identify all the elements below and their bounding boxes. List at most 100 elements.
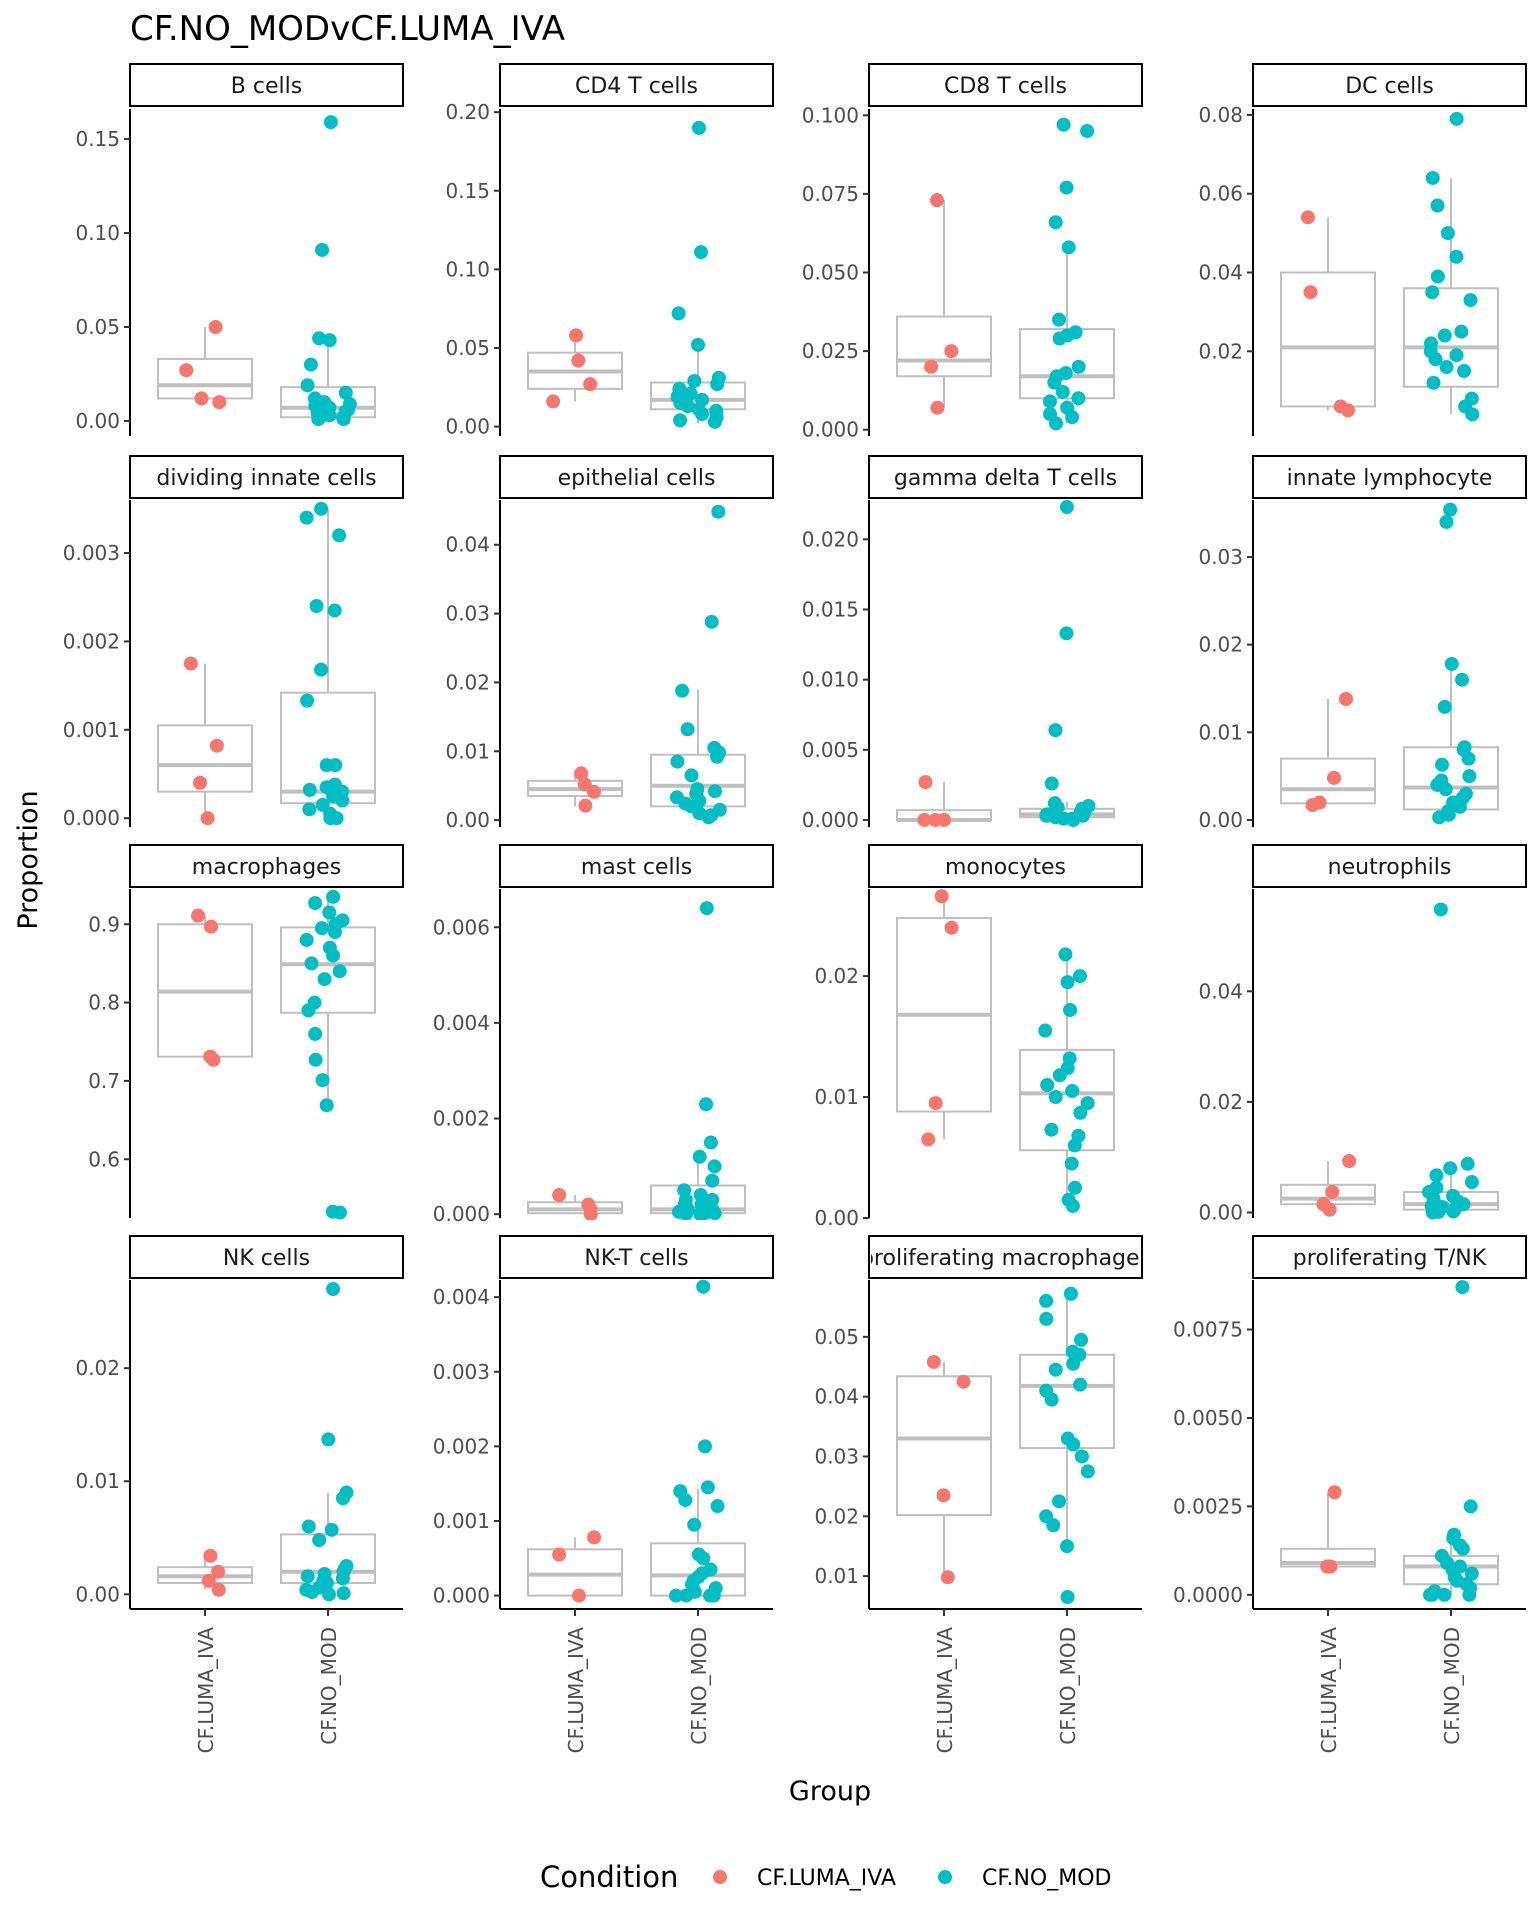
panel-epithelial-cells: epithelial cells 0.00 0.01 0.02 0.03 0.04: [445, 455, 774, 832]
data-point: [1463, 1499, 1478, 1514]
y-tick-label: 0.002: [63, 629, 120, 653]
facet-strip-label: proliferating T/NK: [1293, 1246, 1487, 1271]
y-tick-label: 0.004: [433, 1011, 490, 1035]
data-point: [1071, 391, 1086, 406]
data-point: [1303, 285, 1318, 300]
data-point: [1455, 1280, 1470, 1295]
data-point: [319, 758, 334, 773]
data-point: [1065, 410, 1080, 425]
panel-plot-area: [157, 115, 376, 427]
data-point: [323, 811, 338, 826]
data-point: [308, 1052, 323, 1067]
data-point: [1039, 1311, 1054, 1326]
data-point: [302, 782, 317, 797]
panel-dividing-innate-cells: dividing innate cells 0.000 0.001 0.002 0.00…: [63, 455, 404, 830]
data-point: [705, 1192, 720, 1207]
data-point: [212, 395, 227, 410]
y-tick-label: 0.000: [63, 806, 120, 830]
data-point: [695, 406, 710, 421]
data-point: [209, 738, 224, 753]
data-point: [1449, 111, 1464, 126]
data-point: [1449, 348, 1464, 363]
data-point: [928, 812, 943, 827]
facet-strip-label: macrophages: [192, 855, 341, 880]
data-point: [1440, 226, 1455, 241]
data-point: [710, 1499, 725, 1514]
data-point: [1072, 969, 1087, 984]
data-point: [1452, 799, 1467, 814]
data-point: [1422, 1587, 1437, 1602]
facet-strip-label: CD4 T cells: [575, 74, 698, 99]
facet-strip-label: monocytes: [945, 855, 1066, 880]
data-point: [304, 956, 319, 971]
data-point: [707, 414, 722, 429]
data-point: [574, 766, 589, 781]
data-point: [1464, 1175, 1479, 1190]
data-point: [1325, 1185, 1340, 1200]
y-tick-label: 0.05: [814, 1325, 859, 1349]
facet-strip-label: NK-T cells: [584, 1246, 688, 1271]
data-point: [710, 749, 725, 764]
x-tick-label: CF.LUMA_IVA: [194, 1627, 218, 1754]
data-point: [314, 501, 329, 516]
data-point: [1437, 699, 1452, 714]
data-point: [944, 920, 959, 935]
data-point: [1074, 1449, 1089, 1464]
box-iqr: [1280, 271, 1376, 408]
data-point: [312, 1533, 327, 1548]
y-tick-label: 0.04: [1198, 261, 1243, 285]
y-tick-label: 0.001: [63, 718, 120, 742]
data-point: [1454, 324, 1469, 339]
data-point: [1432, 810, 1447, 825]
data-point: [671, 306, 686, 321]
data-point: [687, 373, 702, 388]
box-iqr: [157, 357, 253, 400]
data-point: [673, 413, 688, 428]
y-tick-label: 0.05: [75, 315, 120, 339]
data-point: [690, 337, 705, 352]
data-point: [179, 363, 194, 378]
data-point: [701, 810, 716, 825]
y-tick-label: 0.00: [445, 415, 490, 439]
data-point: [1063, 1286, 1078, 1301]
facet-strip: [499, 1235, 774, 1279]
panel-plot-area: [157, 501, 376, 826]
data-point: [1065, 1198, 1080, 1213]
data-point: [669, 1588, 684, 1603]
data-point: [1055, 384, 1070, 399]
data-point: [322, 905, 337, 920]
data-point: [1305, 798, 1320, 813]
data-point: [1064, 1156, 1079, 1171]
y-tick-label: 0.000: [802, 418, 859, 442]
y-tick-label: 0.0000: [1173, 1583, 1243, 1607]
data-point: [299, 510, 314, 525]
data-point: [1052, 331, 1067, 346]
y-tick-label: 0.10: [75, 221, 120, 245]
data-point: [309, 599, 324, 614]
facet-strip: [1252, 455, 1527, 499]
data-point: [572, 1588, 587, 1603]
y-tick-label: 0.01: [814, 1085, 859, 1109]
data-point: [1446, 1204, 1461, 1219]
data-point: [930, 400, 945, 415]
y-tick-label: 0.00: [1198, 808, 1243, 832]
x-tick-label: CF.LUMA_IVA: [1317, 1627, 1341, 1754]
data-point: [1067, 1138, 1082, 1153]
data-point: [696, 1551, 711, 1566]
panel-plot-area: [527, 504, 746, 825]
data-point: [699, 901, 714, 916]
panel-proliferating-t-nk: proliferating T/NK 0.0000 0.0025 0.0050 0.00…: [1173, 1235, 1527, 1754]
y-tick-label: 0.6: [88, 1147, 120, 1171]
y-tick-label: 0.0050: [1173, 1406, 1243, 1430]
data-point: [1066, 1356, 1081, 1371]
y-tick-label: 0.000: [802, 808, 859, 832]
panel-plot-area: [527, 901, 746, 1220]
facet-strip-label: dividing innate cells: [156, 466, 376, 491]
y-tick-label: 0.01: [814, 1564, 859, 1588]
data-point: [1300, 210, 1315, 225]
data-point: [301, 1003, 316, 1018]
y-tick-label: 0.006: [433, 915, 490, 939]
box-iqr: [527, 1548, 623, 1597]
y-tick-label: 0.025: [802, 339, 859, 363]
